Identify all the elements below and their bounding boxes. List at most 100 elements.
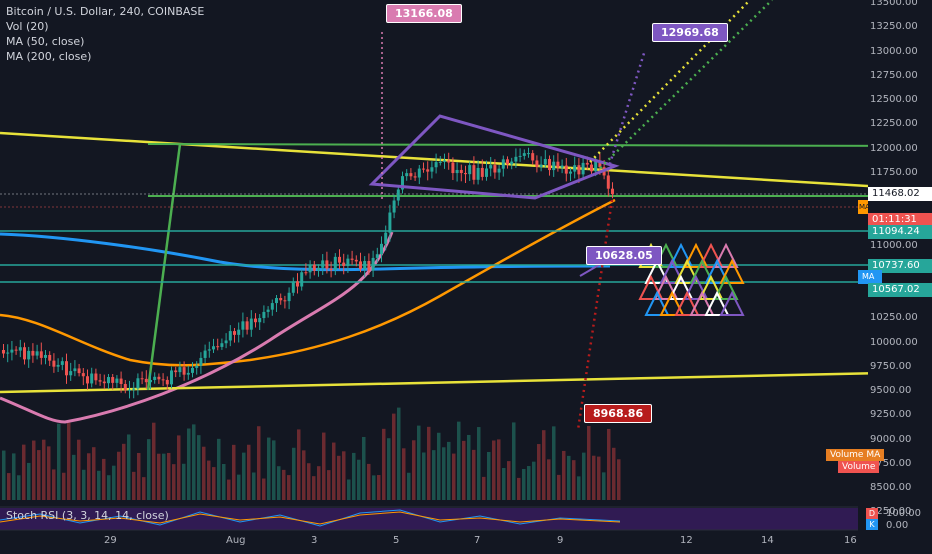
candle-body [401,176,404,190]
volume-bar [542,430,546,500]
candle-body [6,352,10,354]
callout-mid[interactable]: 10628.05 [586,246,662,265]
triangle-shape [668,242,694,268]
volume-bar [2,450,6,500]
green-diagonal-line [146,143,182,391]
stoch-axis-bottom: 0.00 [886,520,909,531]
stoch-rsi-label[interactable]: Stoch RSI (3, 3, 14, 14, close) [6,509,169,522]
price-axis-label: 13500.00 [870,0,918,8]
volume-bar [57,423,61,500]
volume-bar [332,442,336,500]
candle-body [380,243,383,255]
candle-body [249,318,253,330]
candle-body [451,162,455,174]
candle-body [161,379,165,381]
volume-bar [42,439,46,500]
date-axis-label: 5 [393,535,400,546]
candle-body [186,372,190,375]
candle-body [98,380,102,382]
volume-bar [487,451,491,500]
candle-body [136,378,140,389]
volume-bar [257,426,261,500]
volume-bar [187,428,191,500]
triangle-shape [674,258,700,284]
candle-body [560,165,564,168]
volume-bar [437,432,441,500]
volume-bar [537,444,541,500]
date-axis-label: 16 [844,535,857,546]
triangle-shape [644,258,670,284]
volume-bar [582,452,586,500]
volume-bar [72,454,76,500]
volume-bar [457,421,461,500]
candle-body [182,367,186,375]
triangle-shape [653,274,679,300]
volume-bar [417,425,421,500]
candle-body [430,167,434,172]
volume-bar [142,477,146,500]
candle-body [527,153,530,155]
volume-bar [462,440,466,500]
volume-bar [362,436,366,500]
vol-indicator[interactable]: Vol (20) [6,20,49,33]
ma50-indicator[interactable]: MA (50, close) [6,35,85,48]
volume-bar [162,453,166,500]
candle-body [275,298,278,304]
volume-bar [592,455,596,500]
ma200-indicator[interactable]: MA (200, close) [6,50,92,63]
price-axis-label: 10250.00 [870,312,918,324]
candle-body [438,161,442,163]
candle-body [128,389,131,391]
candle-body [443,160,446,162]
candle-body [564,165,568,174]
volume-bar [617,459,621,500]
callout-high[interactable]: 13166.08 [386,4,462,23]
candle-body [279,298,283,301]
volume-bar [607,428,611,500]
candle-body [468,165,472,175]
candle-body [455,169,459,174]
candle-body [132,388,136,390]
triangle-shape [704,290,730,316]
volume-bar [337,455,341,500]
countdown-tag: 01:11:31 [868,213,932,227]
volume-bar [242,452,246,500]
date-axis-label: 3 [311,535,318,546]
volume-bar [557,474,561,500]
candle-body [56,364,60,367]
legend: Bitcoin / U.S. Dollar, 240, COINBASE Vol… [6,4,204,64]
volume-bar [247,444,251,500]
callout-low[interactable]: 8968.86 [584,404,653,423]
volume-bar [177,435,181,500]
candle-body [262,311,266,319]
candle-body [375,254,379,258]
volume-bar [102,458,106,500]
volume-bar [222,463,226,500]
volume-bar [292,447,296,500]
candle-body [464,173,467,175]
candle-body [216,346,220,348]
date-axis-label: Aug [226,535,246,546]
candle-body [203,350,207,358]
candle-body [270,303,274,310]
callout-target[interactable]: 12969.68 [652,23,728,42]
volume-bar [427,426,431,500]
candle-body [367,260,371,271]
symbol-title[interactable]: Bitcoin / U.S. Dollar, 240, COINBASE [6,5,205,18]
stoch-d-badge: D [866,508,878,520]
volume-bar [522,468,526,500]
candle-body [241,321,245,330]
candle-body [149,380,152,383]
candle-body [65,361,68,376]
candle-body [111,377,115,383]
volume-bar [17,475,21,500]
candle-body [556,161,560,168]
stoch-axis-top: 100.00 [886,508,921,519]
candlesticks [2,147,614,399]
candle-body [191,367,194,373]
volume-bar [357,459,361,500]
volume-ma-tag: Volume MA [826,449,885,461]
candle-body [199,357,203,366]
